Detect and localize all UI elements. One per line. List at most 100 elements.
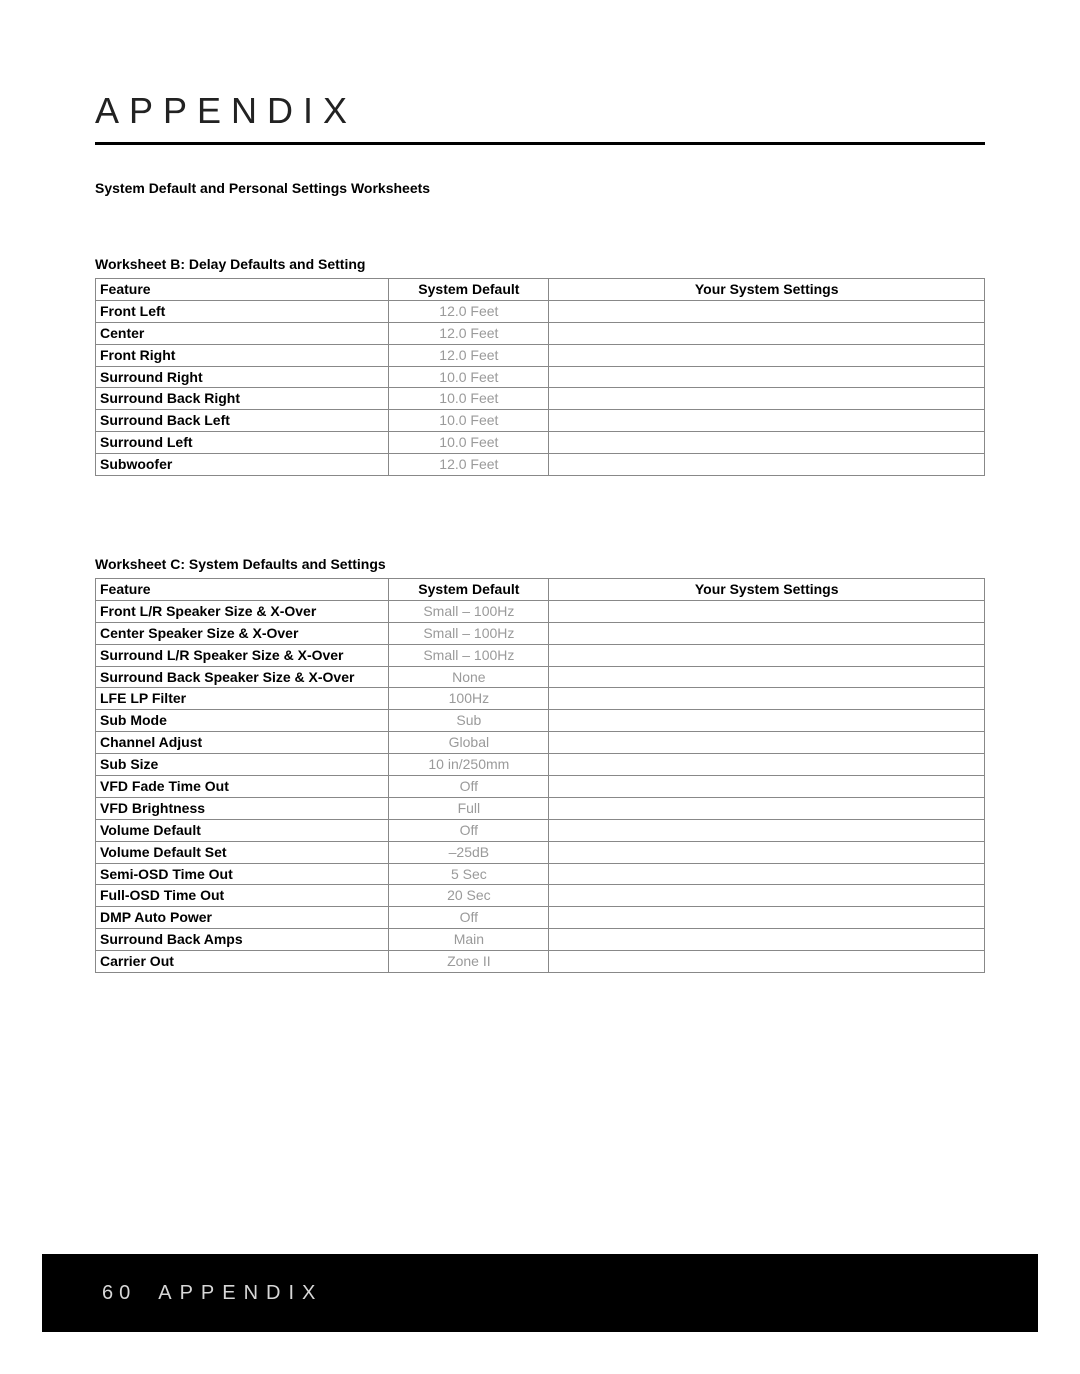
table-row: Full-OSD Time Out20 Sec (96, 885, 985, 907)
table-row: VFD BrightnessFull (96, 797, 985, 819)
table-row: Channel AdjustGlobal (96, 732, 985, 754)
worksheet-b-table: Feature System Default Your System Setti… (95, 278, 985, 476)
cell-default: Off (389, 907, 549, 929)
cell-default: Main (389, 929, 549, 951)
worksheet-c-table: Feature System Default Your System Setti… (95, 578, 985, 973)
cell-default: Global (389, 732, 549, 754)
cell-feature: Surround Back Left (96, 410, 389, 432)
cell-setting (549, 454, 985, 476)
cell-setting (549, 710, 985, 732)
col-settings: Your System Settings (549, 279, 985, 301)
cell-feature: Carrier Out (96, 951, 389, 973)
cell-default: Small – 100Hz (389, 644, 549, 666)
table-row: Sub ModeSub (96, 710, 985, 732)
worksheet-b-title: Worksheet B: Delay Defaults and Setting (95, 256, 985, 272)
cell-feature: Surround L/R Speaker Size & X-Over (96, 644, 389, 666)
cell-feature: Surround Left (96, 432, 389, 454)
cell-setting (549, 410, 985, 432)
cell-setting (549, 300, 985, 322)
cell-default: 5 Sec (389, 863, 549, 885)
table-header-row: Feature System Default Your System Setti… (96, 579, 985, 601)
table-row: Sub Size10 in/250mm (96, 754, 985, 776)
cell-default: 12.0 Feet (389, 300, 549, 322)
cell-default: 20 Sec (389, 885, 549, 907)
footer-page-number: 60 (102, 1282, 136, 1305)
col-default: System Default (389, 279, 549, 301)
cell-setting (549, 929, 985, 951)
cell-default: 10 in/250mm (389, 754, 549, 776)
cell-feature: Center Speaker Size & X-Over (96, 622, 389, 644)
page-title: APPENDIX (95, 90, 985, 132)
cell-setting (549, 732, 985, 754)
cell-feature: VFD Brightness (96, 797, 389, 819)
table-row: Front Left12.0 Feet (96, 300, 985, 322)
cell-setting (549, 600, 985, 622)
cell-default: Off (389, 819, 549, 841)
cell-setting (549, 644, 985, 666)
cell-default: Full (389, 797, 549, 819)
cell-default: –25dB (389, 841, 549, 863)
table-row: Volume DefaultOff (96, 819, 985, 841)
cell-default: Small – 100Hz (389, 600, 549, 622)
table-row: Surround Back AmpsMain (96, 929, 985, 951)
table-row: Surround Right10.0 Feet (96, 366, 985, 388)
cell-feature: Surround Back Speaker Size & X-Over (96, 666, 389, 688)
table-row: Surround Back Left10.0 Feet (96, 410, 985, 432)
cell-feature: Front Left (96, 300, 389, 322)
cell-default: Small – 100Hz (389, 622, 549, 644)
cell-default: 10.0 Feet (389, 388, 549, 410)
cell-setting (549, 776, 985, 798)
cell-setting (549, 344, 985, 366)
cell-setting (549, 863, 985, 885)
cell-feature: Sub Size (96, 754, 389, 776)
table-row: Semi-OSD Time Out5 Sec (96, 863, 985, 885)
cell-default: 12.0 Feet (389, 344, 549, 366)
table-row: Center12.0 Feet (96, 322, 985, 344)
cell-default: 10.0 Feet (389, 410, 549, 432)
title-rule (95, 142, 985, 145)
cell-feature: Full-OSD Time Out (96, 885, 389, 907)
cell-setting (549, 754, 985, 776)
cell-feature: Semi-OSD Time Out (96, 863, 389, 885)
cell-setting (549, 322, 985, 344)
cell-default: 12.0 Feet (389, 454, 549, 476)
cell-setting (549, 797, 985, 819)
cell-setting (549, 819, 985, 841)
cell-default: 10.0 Feet (389, 366, 549, 388)
cell-feature: Channel Adjust (96, 732, 389, 754)
cell-setting (549, 432, 985, 454)
cell-setting (549, 907, 985, 929)
cell-feature: Volume Default (96, 819, 389, 841)
cell-default: 10.0 Feet (389, 432, 549, 454)
table-row: DMP Auto PowerOff (96, 907, 985, 929)
cell-feature: Front L/R Speaker Size & X-Over (96, 600, 389, 622)
page-footer: 60 APPENDIX (42, 1254, 1038, 1332)
footer-label: APPENDIX (158, 1282, 323, 1305)
table-row: Front L/R Speaker Size & X-OverSmall – 1… (96, 600, 985, 622)
cell-feature: Volume Default Set (96, 841, 389, 863)
col-feature: Feature (96, 279, 389, 301)
cell-setting (549, 666, 985, 688)
cell-default: Sub (389, 710, 549, 732)
cell-feature: Front Right (96, 344, 389, 366)
cell-setting (549, 388, 985, 410)
cell-feature: Surround Back Right (96, 388, 389, 410)
cell-feature: Surround Right (96, 366, 389, 388)
cell-default: Off (389, 776, 549, 798)
cell-setting (549, 688, 985, 710)
table-row: Front Right12.0 Feet (96, 344, 985, 366)
col-settings: Your System Settings (549, 579, 985, 601)
table-row: Surround Back Right10.0 Feet (96, 388, 985, 410)
table-row: Surround Left10.0 Feet (96, 432, 985, 454)
cell-feature: LFE LP Filter (96, 688, 389, 710)
cell-setting (549, 622, 985, 644)
cell-default: Zone II (389, 951, 549, 973)
cell-setting (549, 951, 985, 973)
cell-feature: VFD Fade Time Out (96, 776, 389, 798)
cell-feature: Center (96, 322, 389, 344)
cell-feature: Sub Mode (96, 710, 389, 732)
table-row: Surround L/R Speaker Size & X-OverSmall … (96, 644, 985, 666)
table-row: VFD Fade Time OutOff (96, 776, 985, 798)
cell-feature: DMP Auto Power (96, 907, 389, 929)
table-row: LFE LP Filter100Hz (96, 688, 985, 710)
